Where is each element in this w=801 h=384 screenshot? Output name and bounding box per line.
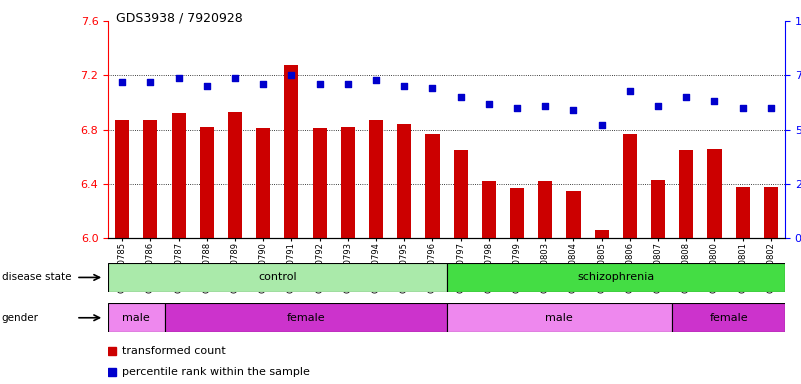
Point bbox=[200, 83, 213, 89]
Bar bbox=[397, 124, 411, 238]
Bar bbox=[284, 65, 299, 238]
Point bbox=[257, 81, 270, 87]
Point bbox=[228, 74, 241, 81]
Text: gender: gender bbox=[2, 313, 38, 323]
Point bbox=[172, 74, 185, 81]
Point bbox=[680, 94, 693, 100]
Bar bbox=[164, 303, 447, 332]
Point bbox=[341, 81, 354, 87]
Point bbox=[764, 105, 777, 111]
Bar bbox=[425, 134, 440, 238]
Point bbox=[116, 79, 129, 85]
Bar bbox=[651, 180, 665, 238]
Bar bbox=[764, 187, 778, 238]
Point bbox=[539, 103, 552, 109]
Text: control: control bbox=[258, 272, 296, 283]
Bar bbox=[679, 150, 694, 238]
Point bbox=[369, 77, 382, 83]
Bar bbox=[312, 128, 327, 238]
Text: male: male bbox=[123, 313, 151, 323]
Point bbox=[426, 85, 439, 91]
Point bbox=[623, 88, 636, 94]
Point bbox=[652, 103, 665, 109]
Bar bbox=[143, 120, 158, 238]
Point bbox=[511, 105, 524, 111]
Text: schizophrenia: schizophrenia bbox=[578, 272, 654, 283]
Bar bbox=[199, 127, 214, 238]
Bar bbox=[566, 190, 581, 238]
Bar bbox=[510, 188, 524, 238]
Text: percentile rank within the sample: percentile rank within the sample bbox=[122, 367, 310, 377]
Bar bbox=[672, 303, 785, 332]
Point bbox=[144, 79, 157, 85]
Bar bbox=[115, 120, 129, 238]
Bar bbox=[256, 128, 270, 238]
Point bbox=[313, 81, 326, 87]
Bar bbox=[171, 113, 186, 238]
Point bbox=[482, 101, 495, 107]
Bar bbox=[447, 303, 672, 332]
Bar bbox=[369, 120, 383, 238]
Text: male: male bbox=[545, 313, 574, 323]
Bar bbox=[623, 134, 637, 238]
Point bbox=[595, 122, 608, 128]
Bar bbox=[538, 181, 553, 238]
Bar bbox=[735, 187, 750, 238]
Text: disease state: disease state bbox=[2, 272, 71, 283]
Bar bbox=[447, 263, 785, 292]
Bar bbox=[594, 230, 609, 238]
Bar bbox=[108, 263, 447, 292]
Bar bbox=[453, 150, 468, 238]
Point bbox=[736, 105, 749, 111]
Point bbox=[567, 107, 580, 113]
Text: female: female bbox=[286, 313, 325, 323]
Point bbox=[285, 72, 298, 78]
Point bbox=[454, 94, 467, 100]
Bar bbox=[340, 127, 355, 238]
Bar bbox=[108, 303, 164, 332]
Point bbox=[708, 98, 721, 104]
Text: GDS3938 / 7920928: GDS3938 / 7920928 bbox=[116, 12, 243, 25]
Bar bbox=[482, 181, 496, 238]
Bar bbox=[228, 112, 242, 238]
Bar bbox=[707, 149, 722, 238]
Point bbox=[398, 83, 411, 89]
Text: transformed count: transformed count bbox=[122, 346, 226, 356]
Text: female: female bbox=[709, 313, 748, 323]
